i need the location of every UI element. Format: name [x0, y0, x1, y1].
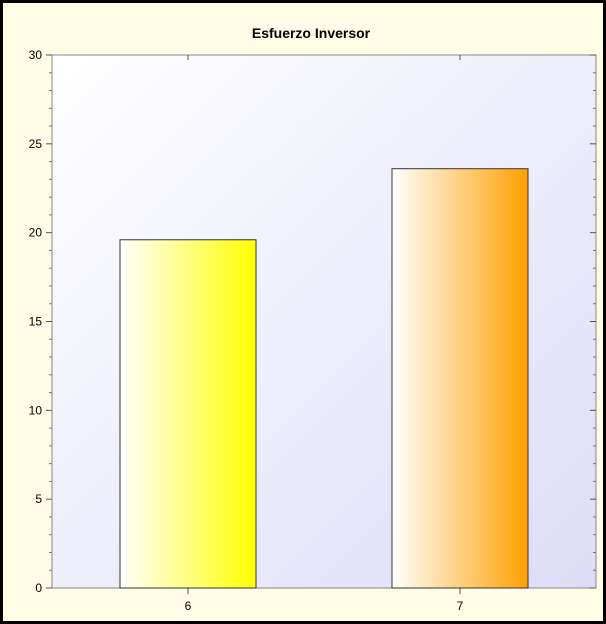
x-tick-label: 7	[457, 599, 464, 613]
y-tick-label: 25	[29, 137, 43, 151]
y-tick-label: 0	[35, 581, 42, 595]
y-tick-label: 10	[29, 403, 43, 417]
y-tick-label: 30	[29, 48, 43, 62]
bar-7	[391, 168, 529, 589]
y-tick-label: 20	[29, 226, 43, 240]
x-tick-label: 6	[185, 599, 192, 613]
chart-title: Esfuerzo Inversor	[252, 25, 371, 41]
bar-6	[119, 239, 257, 589]
y-tick-label: 15	[29, 315, 43, 329]
y-tick-label: 5	[35, 492, 42, 506]
